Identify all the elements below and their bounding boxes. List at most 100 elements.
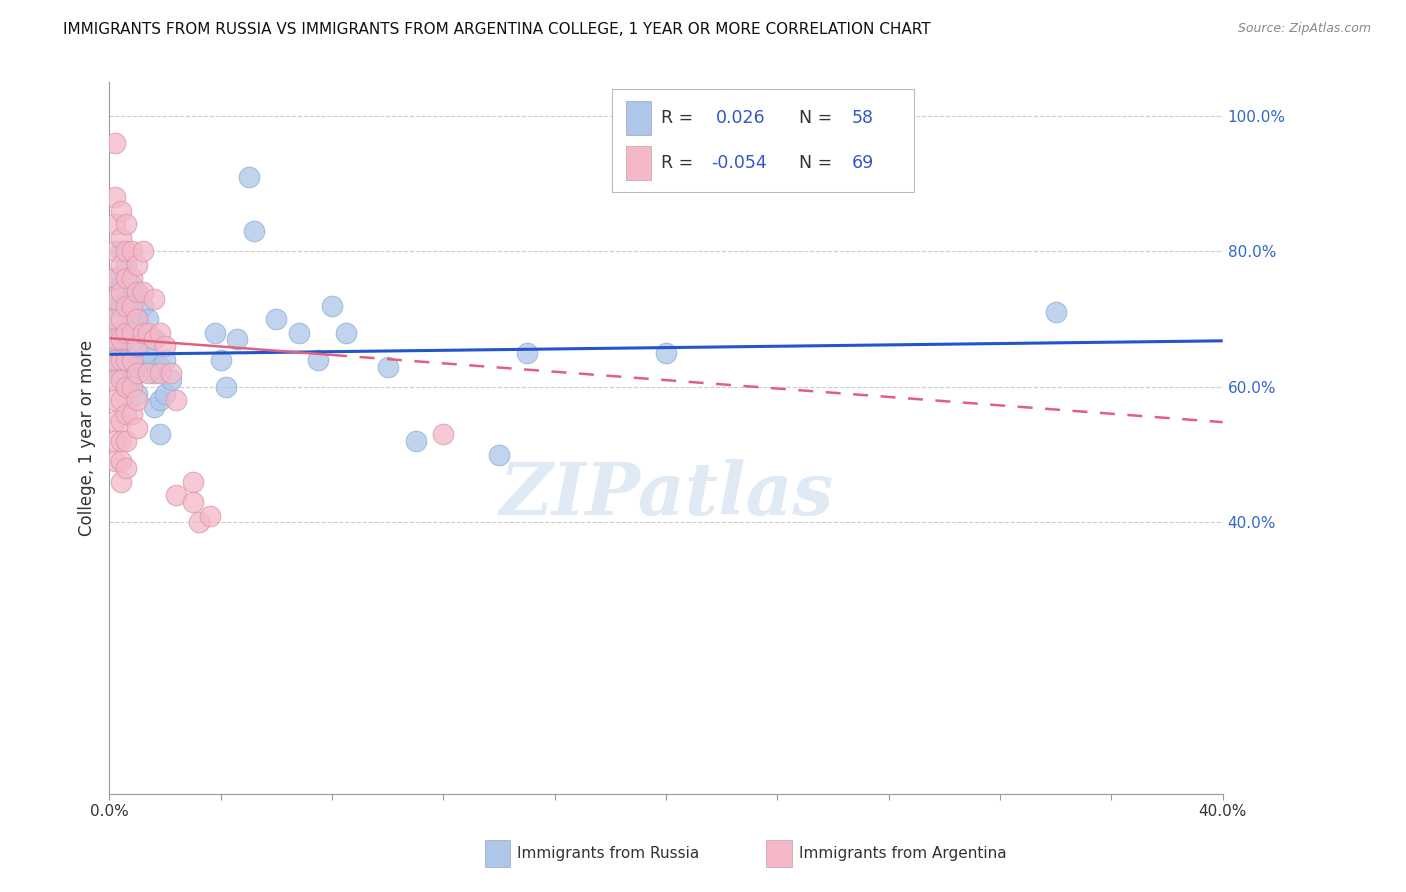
- Point: [432, 427, 454, 442]
- Point: [115, 407, 138, 421]
- Point: [238, 169, 260, 184]
- Text: N =: N =: [799, 154, 838, 172]
- Point: [121, 352, 143, 367]
- Point: [110, 299, 132, 313]
- Point: [121, 407, 143, 421]
- Text: Immigrants from Russia: Immigrants from Russia: [517, 847, 700, 861]
- Point: [110, 285, 132, 299]
- Point: [104, 312, 127, 326]
- Point: [148, 359, 170, 374]
- Text: ZIPatlas: ZIPatlas: [499, 459, 834, 530]
- Point: [143, 333, 166, 347]
- Point: [148, 326, 170, 340]
- Point: [138, 346, 160, 360]
- Point: [104, 271, 127, 285]
- Point: [104, 190, 127, 204]
- Point: [127, 285, 149, 299]
- Point: [159, 373, 181, 387]
- Point: [115, 299, 138, 313]
- Point: [115, 461, 138, 475]
- Point: [104, 244, 127, 259]
- Point: [115, 312, 138, 326]
- Point: [104, 434, 127, 449]
- Point: [110, 373, 132, 387]
- Point: [110, 434, 132, 449]
- Point: [132, 285, 155, 299]
- Point: [110, 231, 132, 245]
- Point: [127, 285, 149, 299]
- Point: [127, 420, 149, 434]
- Point: [377, 359, 399, 374]
- Point: [110, 278, 132, 293]
- Text: R =: R =: [661, 109, 704, 127]
- Text: 0.026: 0.026: [716, 109, 765, 127]
- Point: [104, 373, 127, 387]
- Point: [110, 326, 132, 340]
- Point: [110, 333, 132, 347]
- Point: [153, 386, 176, 401]
- Point: [110, 346, 132, 360]
- Point: [115, 352, 138, 367]
- Point: [115, 285, 138, 299]
- Point: [115, 434, 138, 449]
- Point: [110, 312, 132, 326]
- Point: [321, 299, 343, 313]
- Point: [115, 333, 138, 347]
- Point: [110, 393, 132, 408]
- Point: [121, 299, 143, 313]
- Point: [115, 217, 138, 231]
- Point: [307, 352, 329, 367]
- Point: [127, 339, 149, 353]
- Point: [115, 352, 138, 367]
- Point: [121, 271, 143, 285]
- Point: [209, 352, 232, 367]
- Point: [110, 475, 132, 489]
- Point: [148, 367, 170, 381]
- Point: [226, 333, 249, 347]
- Text: -0.054: -0.054: [711, 154, 768, 172]
- Point: [405, 434, 427, 449]
- Point: [104, 136, 127, 150]
- Point: [127, 258, 149, 272]
- Point: [104, 414, 127, 428]
- Point: [121, 278, 143, 293]
- Text: N =: N =: [799, 109, 838, 127]
- Point: [132, 244, 155, 259]
- Point: [121, 244, 143, 259]
- Point: [127, 333, 149, 347]
- Point: [115, 258, 138, 272]
- Point: [153, 352, 176, 367]
- Point: [143, 292, 166, 306]
- Point: [1045, 305, 1067, 319]
- Point: [138, 326, 160, 340]
- Point: [115, 326, 138, 340]
- Point: [138, 312, 160, 326]
- Point: [138, 367, 160, 381]
- Point: [243, 224, 266, 238]
- Point: [148, 393, 170, 408]
- Point: [266, 312, 288, 326]
- Point: [335, 326, 357, 340]
- Text: R =: R =: [661, 154, 699, 172]
- Point: [104, 326, 127, 340]
- Text: IMMIGRANTS FROM RUSSIA VS IMMIGRANTS FROM ARGENTINA COLLEGE, 1 YEAR OR MORE CORR: IMMIGRANTS FROM RUSSIA VS IMMIGRANTS FRO…: [63, 22, 931, 37]
- Point: [127, 359, 149, 374]
- Point: [110, 367, 132, 381]
- Point: [104, 393, 127, 408]
- Point: [127, 312, 149, 326]
- Text: 58: 58: [852, 109, 875, 127]
- Point: [121, 380, 143, 394]
- Point: [104, 367, 127, 381]
- Text: Immigrants from Argentina: Immigrants from Argentina: [799, 847, 1007, 861]
- Point: [165, 488, 187, 502]
- Point: [115, 380, 138, 394]
- Point: [127, 367, 149, 381]
- Point: [153, 339, 176, 353]
- Point: [104, 454, 127, 468]
- Point: [159, 367, 181, 381]
- Point: [215, 380, 238, 394]
- Point: [110, 203, 132, 218]
- Point: [198, 508, 221, 523]
- Point: [115, 244, 138, 259]
- Point: [187, 516, 209, 530]
